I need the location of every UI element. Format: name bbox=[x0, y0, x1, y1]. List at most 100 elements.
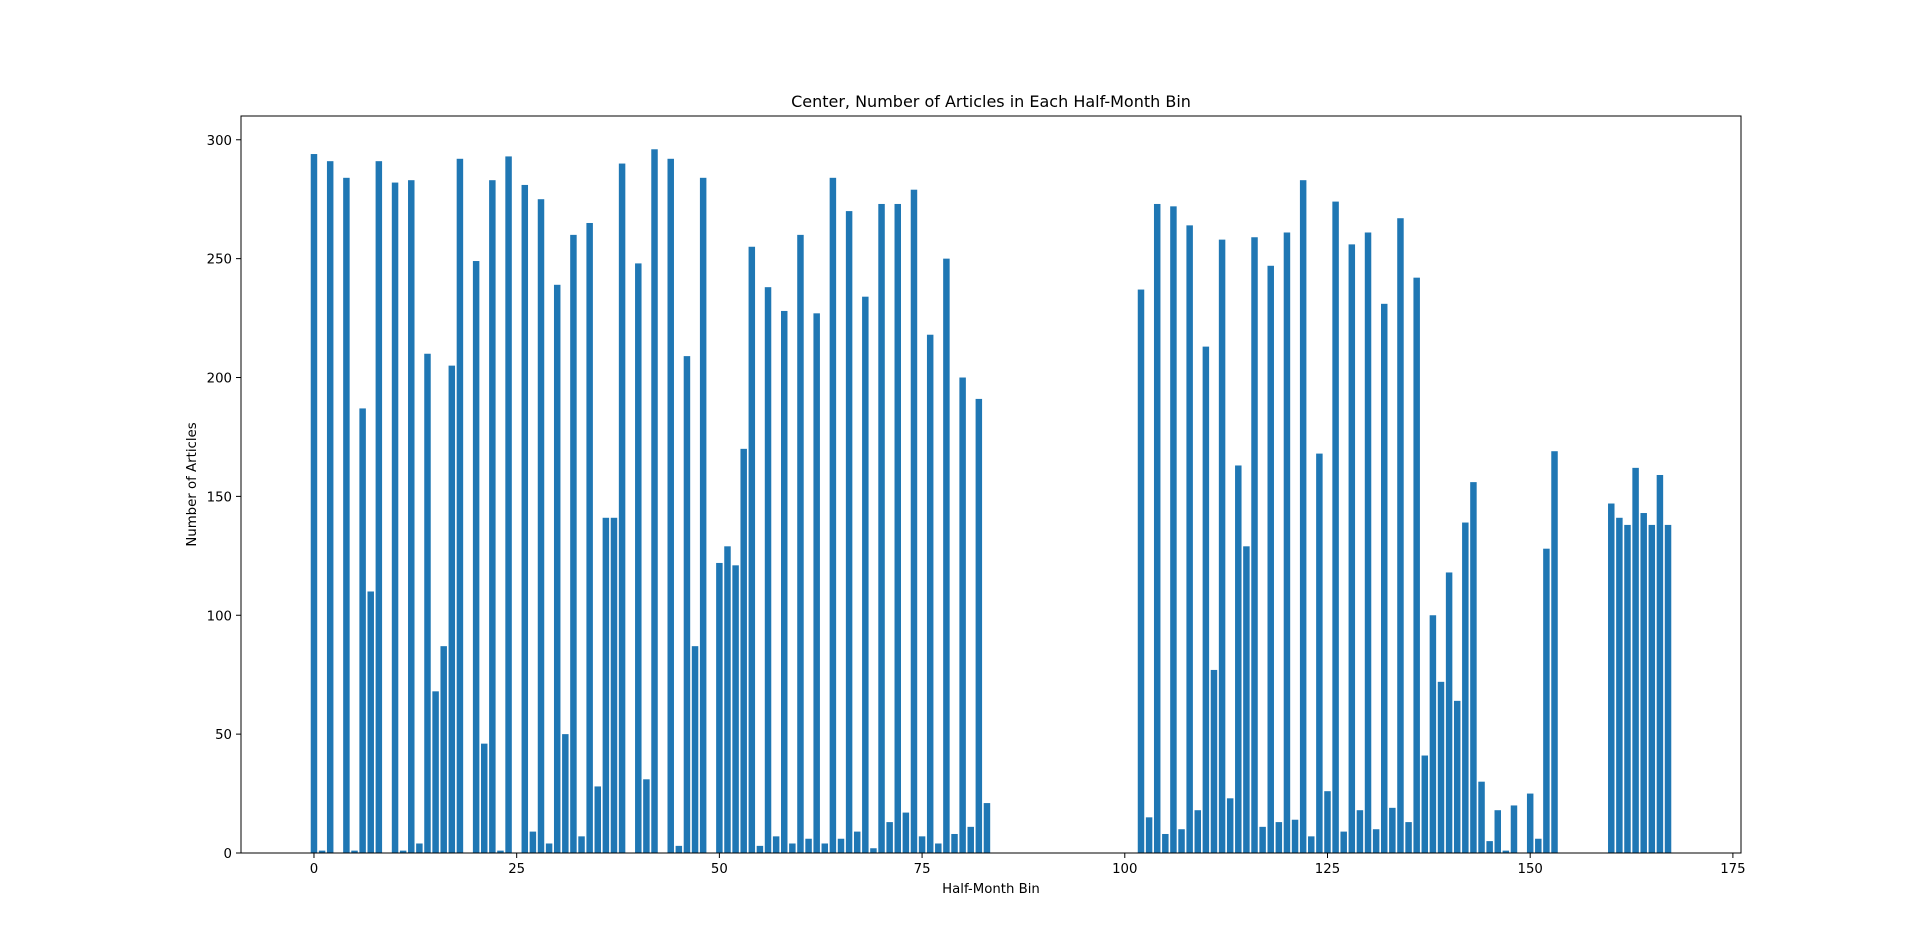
bar-78 bbox=[943, 258, 950, 854]
bar-42 bbox=[651, 149, 658, 853]
bar-115 bbox=[1243, 546, 1250, 853]
bar-26 bbox=[521, 184, 529, 853]
bar-160 bbox=[1608, 503, 1615, 853]
bar-61 bbox=[805, 838, 812, 853]
bar-125 bbox=[1324, 791, 1331, 853]
bar-164 bbox=[1640, 513, 1647, 853]
bar-76 bbox=[926, 334, 934, 853]
bar-75 bbox=[918, 836, 926, 853]
bar-46 bbox=[683, 356, 691, 853]
y-tick-label: 150 bbox=[207, 490, 232, 505]
bar-4 bbox=[343, 177, 350, 854]
bar-12 bbox=[408, 180, 415, 854]
bar-127 bbox=[1340, 831, 1347, 853]
bar-66 bbox=[845, 211, 853, 853]
bar-60 bbox=[797, 234, 804, 853]
bar-113 bbox=[1226, 798, 1234, 853]
y-tick-label: 50 bbox=[215, 728, 232, 743]
bar-35 bbox=[594, 786, 601, 853]
bar-44 bbox=[667, 158, 674, 853]
bar-36 bbox=[602, 517, 610, 853]
x-tick-label: 150 bbox=[1517, 862, 1542, 877]
x-axis-label: Half-Month Bin bbox=[942, 882, 1040, 897]
bar-56 bbox=[764, 287, 772, 853]
bar-50 bbox=[716, 562, 723, 853]
bar-8 bbox=[375, 161, 383, 854]
bar-65 bbox=[837, 838, 845, 853]
bar-112 bbox=[1218, 239, 1226, 854]
bar-133 bbox=[1389, 807, 1396, 853]
bar-72 bbox=[894, 203, 901, 853]
bar-114 bbox=[1235, 465, 1242, 853]
bar-23 bbox=[497, 850, 504, 853]
bar-167 bbox=[1664, 524, 1672, 853]
bar-31 bbox=[562, 734, 569, 853]
bar-108 bbox=[1186, 225, 1193, 853]
bar-82 bbox=[975, 398, 983, 853]
bar-128 bbox=[1348, 244, 1356, 854]
bar-111 bbox=[1210, 669, 1218, 853]
y-tick-label: 300 bbox=[207, 134, 232, 149]
bars-group bbox=[310, 149, 1672, 854]
bar-59 bbox=[789, 843, 796, 853]
bar-130 bbox=[1364, 232, 1372, 854]
bar-20 bbox=[472, 261, 480, 853]
bar-5 bbox=[351, 850, 358, 853]
bar-162 bbox=[1624, 524, 1631, 853]
bar-48 bbox=[699, 177, 707, 854]
bar-146 bbox=[1494, 810, 1501, 853]
bar-41 bbox=[643, 779, 650, 853]
bar-122 bbox=[1299, 180, 1307, 854]
bar-71 bbox=[886, 822, 893, 853]
bar-74 bbox=[910, 189, 918, 853]
bar-102 bbox=[1137, 289, 1145, 853]
bar-124 bbox=[1316, 453, 1323, 853]
bar-105 bbox=[1162, 833, 1169, 853]
x-tick-label: 25 bbox=[508, 862, 525, 877]
bar-45 bbox=[675, 845, 683, 853]
bar-129 bbox=[1356, 810, 1364, 853]
x-tick-label: 0 bbox=[310, 862, 318, 877]
bar-37 bbox=[610, 517, 618, 853]
bar-144 bbox=[1478, 781, 1485, 853]
bar-15 bbox=[432, 691, 439, 853]
x-tick-label: 75 bbox=[914, 862, 931, 877]
bar-18 bbox=[456, 158, 464, 853]
bar-33 bbox=[578, 836, 585, 853]
bar-11 bbox=[399, 850, 407, 853]
bar-142 bbox=[1462, 522, 1469, 853]
bar-107 bbox=[1178, 829, 1185, 853]
bar-57 bbox=[772, 836, 780, 853]
bar-62 bbox=[813, 313, 820, 853]
bar-121 bbox=[1291, 819, 1299, 853]
bar-67 bbox=[853, 831, 861, 853]
x-axis-ticks: 0 25 50 75 100 125 150 175 bbox=[310, 853, 1746, 877]
bar-163 bbox=[1632, 467, 1639, 853]
bar-14 bbox=[424, 353, 431, 853]
bar-58 bbox=[781, 310, 788, 854]
bar-120 bbox=[1283, 232, 1291, 854]
bar-104 bbox=[1153, 203, 1161, 853]
bar-136 bbox=[1413, 277, 1420, 853]
bar-134 bbox=[1397, 218, 1404, 854]
y-tick-label: 100 bbox=[207, 609, 232, 624]
x-tick-label: 100 bbox=[1112, 862, 1137, 877]
bar-151 bbox=[1535, 838, 1542, 853]
bar-53 bbox=[740, 448, 747, 853]
bar-16 bbox=[440, 646, 447, 853]
bar-55 bbox=[756, 845, 764, 853]
bar-68 bbox=[862, 296, 869, 854]
bar-150 bbox=[1526, 793, 1534, 853]
bar-139 bbox=[1437, 681, 1445, 853]
bar-135 bbox=[1405, 822, 1412, 853]
bar-51 bbox=[724, 546, 731, 853]
bar-137 bbox=[1421, 755, 1429, 853]
bar-152 bbox=[1543, 548, 1550, 853]
bar-38 bbox=[618, 163, 626, 853]
bar-21 bbox=[481, 743, 488, 853]
bar-131 bbox=[1372, 829, 1380, 853]
bar-165 bbox=[1648, 524, 1656, 853]
y-tick-label: 0 bbox=[224, 847, 232, 862]
bar-40 bbox=[635, 263, 642, 853]
bar-147 bbox=[1502, 850, 1510, 853]
